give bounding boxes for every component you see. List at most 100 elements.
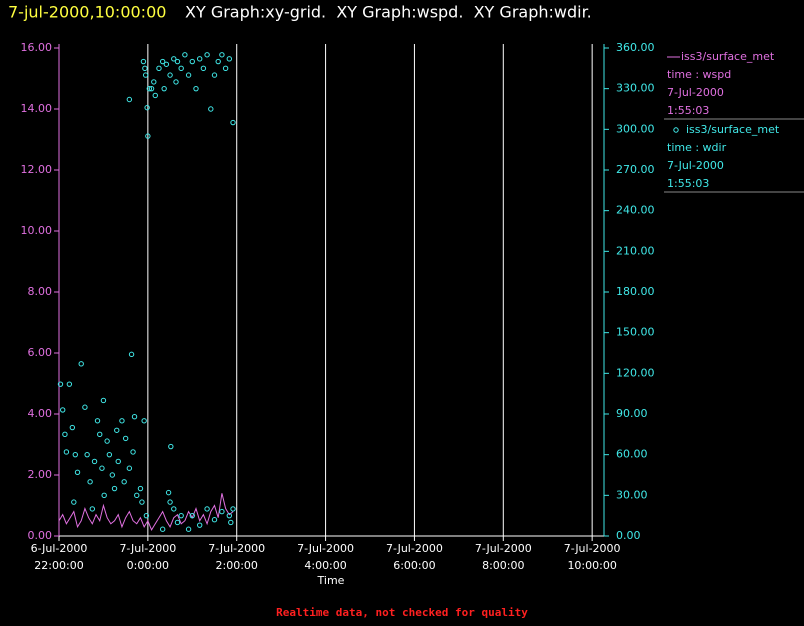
x-tick-label: 6-Jul-2000	[31, 542, 88, 555]
data-point	[152, 92, 158, 99]
y2-tick-label: 90.00	[616, 407, 648, 420]
y2-tick-label: 180.00	[616, 285, 655, 298]
x-tick-label: 6:00:00	[393, 559, 435, 572]
x-tick-label: 8:00:00	[482, 559, 524, 572]
x-tick-label: 7-Jul-2000	[475, 542, 532, 555]
data-point	[171, 56, 177, 62]
data-point	[219, 508, 225, 515]
legend-detail: 7-Jul-2000	[667, 86, 724, 99]
data-point	[171, 506, 177, 512]
data-point	[211, 72, 218, 78]
data-line	[58, 493, 234, 532]
data-point	[144, 104, 150, 111]
data-point	[167, 499, 173, 505]
x-tick-label: 4:00:00	[304, 559, 346, 572]
data-point	[156, 65, 162, 72]
data-point	[174, 58, 181, 65]
data-point	[109, 472, 116, 478]
data-point	[163, 61, 170, 67]
x-tick-label: 10:00:00	[567, 559, 616, 572]
data-point	[91, 458, 98, 465]
data-point	[226, 512, 233, 519]
data-point	[100, 397, 107, 404]
y-tick-label: 16.00	[21, 41, 53, 54]
data-point	[87, 479, 93, 485]
data-point	[211, 517, 218, 523]
y2-tick-label: 120.00	[616, 366, 655, 379]
data-point	[60, 407, 66, 413]
data-point	[143, 512, 150, 519]
data-point	[122, 435, 129, 442]
data-point	[222, 65, 229, 72]
footer-note: Realtime data, not checked for quality	[276, 606, 528, 619]
y2-tick-label: 270.00	[616, 163, 655, 176]
data-point	[111, 485, 118, 492]
data-point	[126, 465, 133, 471]
data-point	[141, 418, 147, 424]
data-point	[69, 424, 76, 431]
x-tick-label: 7-Jul-2000	[564, 542, 621, 555]
data-point	[173, 79, 179, 85]
data-point	[226, 56, 233, 62]
data-point	[193, 85, 199, 92]
y2-tick-label: 360.00	[616, 41, 655, 54]
data-point	[159, 58, 166, 65]
data-point	[189, 512, 195, 519]
data-point	[148, 85, 155, 92]
legend-label: iss3/surface_met	[686, 123, 780, 136]
data-point	[146, 85, 153, 92]
data-point	[101, 492, 107, 499]
data-point	[185, 526, 192, 532]
x-tick-label: 7-Jul-2000	[208, 542, 265, 555]
data-point	[182, 52, 188, 58]
data-point	[165, 489, 172, 496]
data-point	[189, 58, 195, 65]
data-point	[57, 381, 64, 387]
x-tick-label: 22:00:00	[34, 559, 83, 572]
data-point	[178, 65, 184, 72]
data-point	[185, 72, 192, 78]
y2-tick-label: 330.00	[616, 82, 655, 95]
y-tick-label: 0.00	[28, 529, 53, 542]
y-tick-label: 12.00	[21, 163, 53, 176]
data-point	[228, 519, 234, 526]
data-point	[126, 96, 133, 103]
y2-tick-label: 210.00	[616, 244, 655, 257]
data-point	[196, 56, 203, 62]
x-tick-label: 7-Jul-2000	[119, 542, 176, 555]
data-point	[114, 427, 120, 433]
legend-detail: 1:55:03	[667, 104, 709, 117]
data-point	[219, 52, 225, 58]
data-point	[161, 85, 167, 92]
chart-subtitle: XY Graph:xy-grid. XY Graph:wspd. XY Grap…	[185, 3, 592, 22]
y-tick-label: 6.00	[28, 346, 53, 359]
data-point	[208, 106, 214, 112]
y-tick-label: 8.00	[28, 285, 53, 298]
data-point	[128, 351, 135, 358]
data-point	[134, 492, 140, 499]
data-point	[71, 499, 77, 505]
y2-tick-label: 240.00	[616, 204, 655, 217]
data-point	[89, 506, 96, 512]
data-point	[72, 451, 78, 458]
data-point	[200, 65, 207, 72]
y-tick-label: 10.00	[21, 224, 53, 237]
data-point	[168, 443, 174, 450]
legend-detail: 7-Jul-2000	[667, 159, 724, 172]
x-tick-label: 7-Jul-2000	[386, 542, 443, 555]
data-point	[99, 465, 105, 471]
data-point	[151, 79, 157, 85]
y2-tick-label: 30.00	[616, 488, 648, 501]
data-point	[82, 404, 88, 410]
data-point	[119, 418, 125, 424]
data-point	[142, 72, 149, 78]
legend-detail: time : wspd	[667, 68, 731, 81]
data-point	[115, 458, 121, 465]
data-point	[204, 506, 210, 512]
y2-tick-label: 300.00	[616, 122, 655, 135]
y2-tick-label: 150.00	[616, 326, 655, 339]
data-point	[106, 451, 113, 458]
data-point	[84, 451, 90, 458]
